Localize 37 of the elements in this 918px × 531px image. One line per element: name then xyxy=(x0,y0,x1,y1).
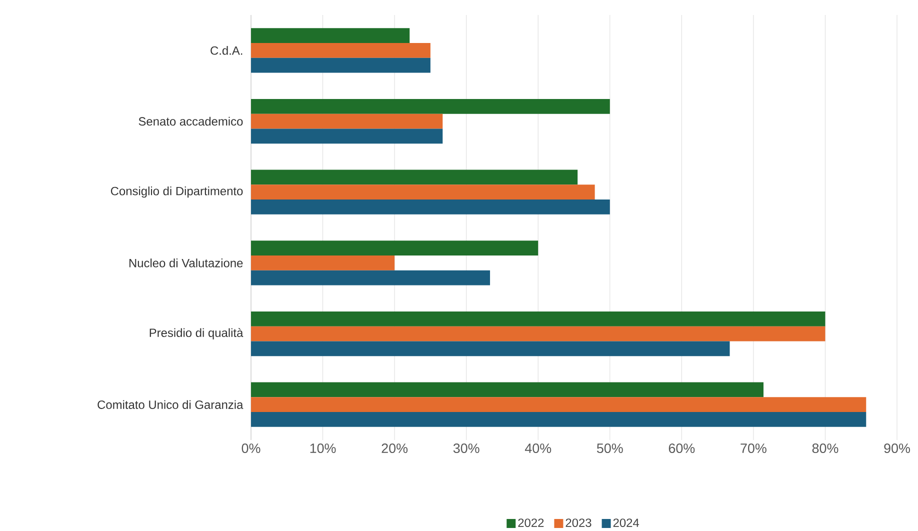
x-tick-label: 70% xyxy=(740,444,766,454)
bar xyxy=(251,42,430,58)
x-tick-label: 10% xyxy=(310,444,336,454)
x-tick-label: 20% xyxy=(382,444,408,454)
legend-label: 2024 xyxy=(613,518,640,528)
bar xyxy=(251,200,610,214)
x-tick-label: 60% xyxy=(668,444,695,454)
bar xyxy=(251,326,826,342)
y-tick-label: C.d.A. xyxy=(210,46,242,55)
bar xyxy=(251,255,395,270)
bar xyxy=(251,412,866,427)
legend-label: 2023 xyxy=(566,518,592,528)
bar xyxy=(251,341,730,356)
bar xyxy=(251,397,866,412)
bar xyxy=(251,114,443,129)
legend-label: 2022 xyxy=(518,518,544,528)
bar xyxy=(251,240,538,256)
bar xyxy=(251,98,610,114)
x-tick-label: 0% xyxy=(242,444,260,454)
y-tick-label: Consiglio di Dipartimento xyxy=(110,186,243,198)
x-tick-label: 40% xyxy=(524,444,552,454)
y-tick-label: Nucleo di Valutazione xyxy=(129,258,243,268)
y-tick-label: Senato accademico xyxy=(138,116,243,126)
bar xyxy=(251,28,410,43)
bar xyxy=(251,184,595,200)
bar xyxy=(251,311,826,326)
x-tick-label: 50% xyxy=(596,444,623,454)
y-tick-label: Comitato Unico di Garanzia xyxy=(98,400,244,409)
x-tick-label: 30% xyxy=(453,444,480,454)
bar xyxy=(251,270,490,286)
x-tick-label: 90% xyxy=(884,444,910,454)
bar xyxy=(251,170,578,185)
bar xyxy=(251,382,764,398)
x-tick-label: 80% xyxy=(812,444,838,454)
y-tick-label: Presidio di qualità xyxy=(150,328,244,340)
bar xyxy=(251,128,443,144)
bar xyxy=(251,58,430,73)
